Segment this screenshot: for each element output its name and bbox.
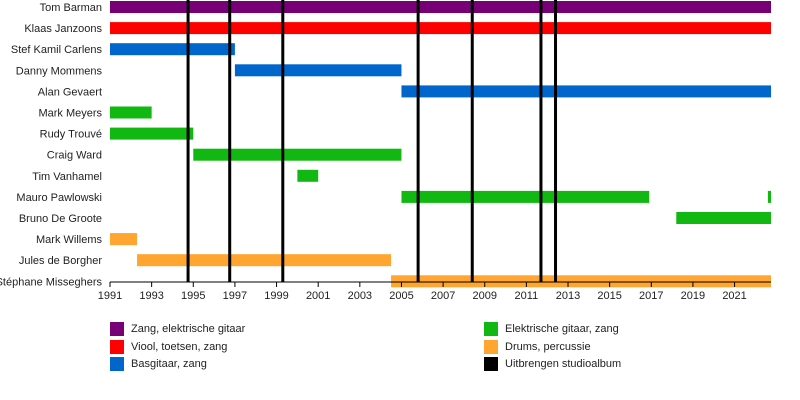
x-tick-label: 1999	[264, 290, 288, 302]
bar-mark-meyers-5	[110, 106, 152, 119]
bar-stef-kamil-carlens-2	[110, 43, 235, 56]
bar-bruno-de-groote-11	[676, 212, 771, 224]
bar-tim-vanhamel-8	[297, 169, 319, 182]
x-tick-label: 2011	[515, 290, 539, 302]
bar-alan-gevaert-4	[401, 85, 771, 98]
x-tick-label: 2017	[639, 290, 663, 302]
legend-swatch	[484, 357, 498, 371]
bar-st-phane-misseghers-14	[391, 275, 771, 288]
x-tick-label: 2005	[389, 290, 413, 302]
member-label: Craig Ward	[47, 150, 102, 162]
bar-craig-ward-7	[193, 148, 402, 161]
legend-label: Zang, elektrische gitaar	[131, 323, 246, 335]
bar-tom-barman-0	[110, 1, 771, 13]
legend-item-guitar: Elektrische gitaar, zang	[484, 321, 619, 337]
legend-item-drums: Drums, percussie	[484, 339, 591, 355]
bar-danny-mommens-3	[234, 64, 402, 77]
legend-label: Basgitaar, zang	[131, 358, 207, 370]
member-label: Bruno De Groote	[19, 213, 102, 225]
bar-rudy-trouv--6	[110, 127, 194, 140]
x-tick-label: 2003	[348, 290, 372, 302]
bar-mauro-pawlowski-9	[401, 190, 650, 203]
member-label: Jules de Borgher	[19, 255, 102, 267]
legend-item-violin: Viool, toetsen, zang	[110, 339, 227, 355]
x-tick-label: 2021	[722, 290, 746, 302]
member-label: Mauro Pawlowski	[16, 192, 102, 204]
bar-jules-de-borgher-13	[137, 254, 392, 267]
member-label: Stéphane Misseghers	[0, 276, 102, 288]
member-label: Stef Kamil Carlens	[11, 44, 103, 56]
member-bars	[110, 1, 771, 288]
legend-swatch	[484, 339, 498, 354]
member-label: Mark Meyers	[38, 108, 102, 120]
legend-swatch	[110, 339, 124, 354]
x-tick-label: 2007	[431, 290, 455, 302]
legend-label: Viool, toetsen, zang	[131, 340, 228, 353]
x-tick-label: 1995	[181, 290, 205, 302]
legend-swatch	[110, 357, 124, 371]
member-label: Klaas Janzoons	[24, 23, 102, 35]
album-release-lines	[186, 0, 558, 282]
member-label: Tim Vanhamel	[32, 171, 102, 183]
x-axis: 1991 1993 1995 1997 1999 2001 2003 2005 2007 2009…	[98, 281, 771, 302]
member-labels: Tom Barman Klaas Janzoons Stef Kamil Carle…	[0, 2, 102, 288]
x-tick-label: 1991	[98, 290, 122, 302]
legend-swatch	[110, 322, 124, 336]
bar-mauro-pawlowski-10	[767, 190, 771, 203]
member-label: Rudy Trouvé	[40, 129, 102, 141]
x-tick-label: 2013	[556, 290, 580, 302]
legend-item-vocals-guitar: Zang, elektrische gitaar	[110, 321, 245, 337]
bar-klaas-janzoons-1	[110, 22, 771, 35]
member-label: Alan Gevaert	[38, 86, 102, 98]
x-tick-label: 2019	[681, 290, 705, 302]
x-tick-label: 2015	[597, 290, 621, 302]
legend-label: Elektrische gitaar, zang	[505, 323, 619, 335]
legend-label: Drums, percussie	[505, 340, 591, 353]
band-timeline-chart: Tom Barman Klaas Janzoons Stef Kamil Carle…	[0, 0, 771, 302]
member-label: Tom Barman	[40, 2, 102, 14]
legend-item-bass: Basgitaar, zang	[110, 356, 207, 372]
x-tick-label: 2001	[306, 290, 330, 302]
legend-item-album: Uitbrengen studioalbum	[484, 356, 621, 372]
x-tick-label: 1993	[139, 290, 163, 302]
x-tick-label: 1997	[223, 290, 247, 302]
member-label: Mark Willems	[36, 234, 102, 246]
member-label: Danny Mommens	[16, 65, 103, 77]
bar-mark-willems-12	[110, 233, 138, 246]
legend-label: Uitbrengen studioalbum	[505, 358, 622, 370]
x-tick-label: 2009	[472, 290, 496, 302]
legend-swatch	[484, 322, 498, 336]
